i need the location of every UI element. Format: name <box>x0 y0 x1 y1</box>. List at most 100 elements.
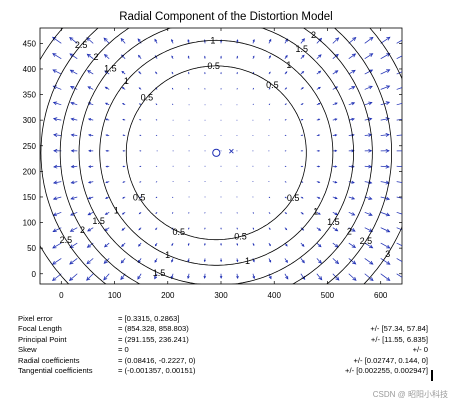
distortion-arrow-266 <box>300 103 304 106</box>
distortion-arrow-78 <box>122 118 126 121</box>
distortion-arrow-279 <box>316 165 321 168</box>
distortion-arrow-51 <box>103 273 110 281</box>
distortion-arrow-177 <box>220 165 222 167</box>
x-tick-label: 400 <box>268 291 282 300</box>
distortion-arrow-151 <box>187 39 190 44</box>
distortion-arrow-310 <box>348 211 356 216</box>
distortion-arrow-25 <box>70 149 78 153</box>
distortion-arrow-81 <box>121 70 126 75</box>
distortion-arrow-62 <box>104 102 110 106</box>
stat-label: Principal Point <box>18 334 67 344</box>
distortion-arrow-170 <box>219 273 223 279</box>
distortion-arrow-20 <box>69 227 78 232</box>
text-cursor <box>431 370 433 381</box>
distortion-arrow-115 <box>155 71 158 75</box>
distortion-arrow-66 <box>103 37 110 44</box>
distortion-arrow-35 <box>86 258 94 265</box>
distortion-arrow-358 <box>396 258 402 262</box>
contour-label: 0.5 <box>172 227 185 237</box>
stat-value: = (-0.001357, 0.00151) <box>118 365 196 375</box>
principal-point-marker <box>212 148 221 157</box>
distortion-arrow-121 <box>171 242 174 247</box>
distortion-arrow-321 <box>348 37 357 44</box>
distortion-arrow-89 <box>138 212 142 215</box>
distortion-arrow-213 <box>252 135 254 136</box>
distortion-arrow-71 <box>121 227 126 231</box>
distortion-arrow-93 <box>139 150 142 152</box>
distortion-arrow-9 <box>53 133 62 137</box>
distortion-arrow-75 <box>122 165 126 168</box>
distortion-arrow-368 <box>396 102 402 106</box>
distortion-arrow-194 <box>236 165 238 167</box>
distortion-arrow-236 <box>268 38 272 44</box>
distortion-arrow-218 <box>252 55 255 59</box>
distortion-arrow-7 <box>53 164 62 169</box>
distortion-arrow-144 <box>188 150 190 152</box>
contour-label: 0.5 <box>234 232 247 242</box>
contour-level-0 <box>125 65 307 241</box>
contour-label: 0.5 <box>287 193 300 203</box>
distortion-arrow-205 <box>252 258 255 263</box>
distortion-arrow-225 <box>268 212 271 214</box>
distortion-arrow-335 <box>364 85 373 90</box>
distortion-arrow-34 <box>86 273 94 281</box>
distortion-arrow-294 <box>332 196 338 200</box>
distortion-arrow-53 <box>103 242 110 248</box>
x-tick-label: 600 <box>374 291 388 300</box>
distortion-arrow-161 <box>204 150 206 152</box>
distortion-arrow-102 <box>154 273 158 280</box>
distortion-arrow-167 <box>204 55 206 59</box>
contour-label: 1 <box>210 35 215 45</box>
distortion-arrow-195 <box>236 150 238 152</box>
distortion-arrow-190 <box>236 227 238 230</box>
distortion-arrow-347 <box>380 164 390 169</box>
stat-label: Radial coefficients <box>18 355 80 365</box>
distortion-arrow-228 <box>268 165 270 167</box>
distortion-arrow-23 <box>70 180 78 184</box>
stat-error: +/- 0 <box>412 345 428 355</box>
distortion-arrow-273 <box>316 258 322 264</box>
distortion-arrow-103 <box>154 258 158 263</box>
contour-level-2 <box>78 28 354 284</box>
x-tick-label: 300 <box>214 291 228 300</box>
distortion-arrow-44 <box>87 118 94 121</box>
distortion-arrow-39 <box>87 196 94 200</box>
distortion-arrow-235 <box>268 55 271 59</box>
distortion-arrow-331 <box>364 148 373 153</box>
distortion-arrow-76 <box>122 150 126 152</box>
distortion-arrow-307 <box>348 258 357 265</box>
contour-label: 1.5 <box>327 217 340 227</box>
distortion-arrow-113 <box>155 103 158 106</box>
distortion-arrow-156 <box>204 227 206 230</box>
distortion-arrow-312 <box>348 180 355 184</box>
x-tick-label: 200 <box>161 291 175 300</box>
distortion-arrow-41 <box>88 165 94 168</box>
distortion-arrow-211 <box>252 165 254 167</box>
distortion-arrow-152 <box>188 28 190 29</box>
distortion-arrow-72 <box>121 212 126 215</box>
distortion-arrow-252 <box>284 54 288 59</box>
calibration-stats: Pixel error = [0.3315, 0.2863] Focal Lengt… <box>18 314 448 376</box>
distortion-arrow-317 <box>348 102 356 106</box>
image-center-marker <box>229 148 234 154</box>
contour-label: 0.5 <box>207 61 220 71</box>
distortion-arrow-130 <box>172 103 174 106</box>
distortion-arrow-117 <box>154 38 158 44</box>
distortion-arrow-204 <box>252 273 256 280</box>
distortion-arrow-120 <box>171 258 174 263</box>
stat-value: = (291.155, 236.241) <box>118 334 189 344</box>
distortion-arrow-2 <box>52 242 62 249</box>
stats-row: Skew = 0 +/- 0 <box>18 345 448 355</box>
distortion-arrow-339 <box>364 28 366 29</box>
contour-label: 1 <box>114 206 119 216</box>
distortion-arrow-327 <box>364 211 373 216</box>
contour-label: 3 <box>385 249 390 259</box>
distortion-arrow-14 <box>52 53 62 60</box>
contour-label: 1 <box>286 60 291 70</box>
distortion-arrow-357 <box>396 273 402 278</box>
distortion-arrow-302 <box>332 70 339 75</box>
chart-title: Radial Component of the Distortion Model <box>119 11 333 23</box>
distortion-arrow-142 <box>188 181 190 183</box>
distortion-arrow-175 <box>220 196 222 198</box>
distortion-arrow-198 <box>236 104 238 106</box>
